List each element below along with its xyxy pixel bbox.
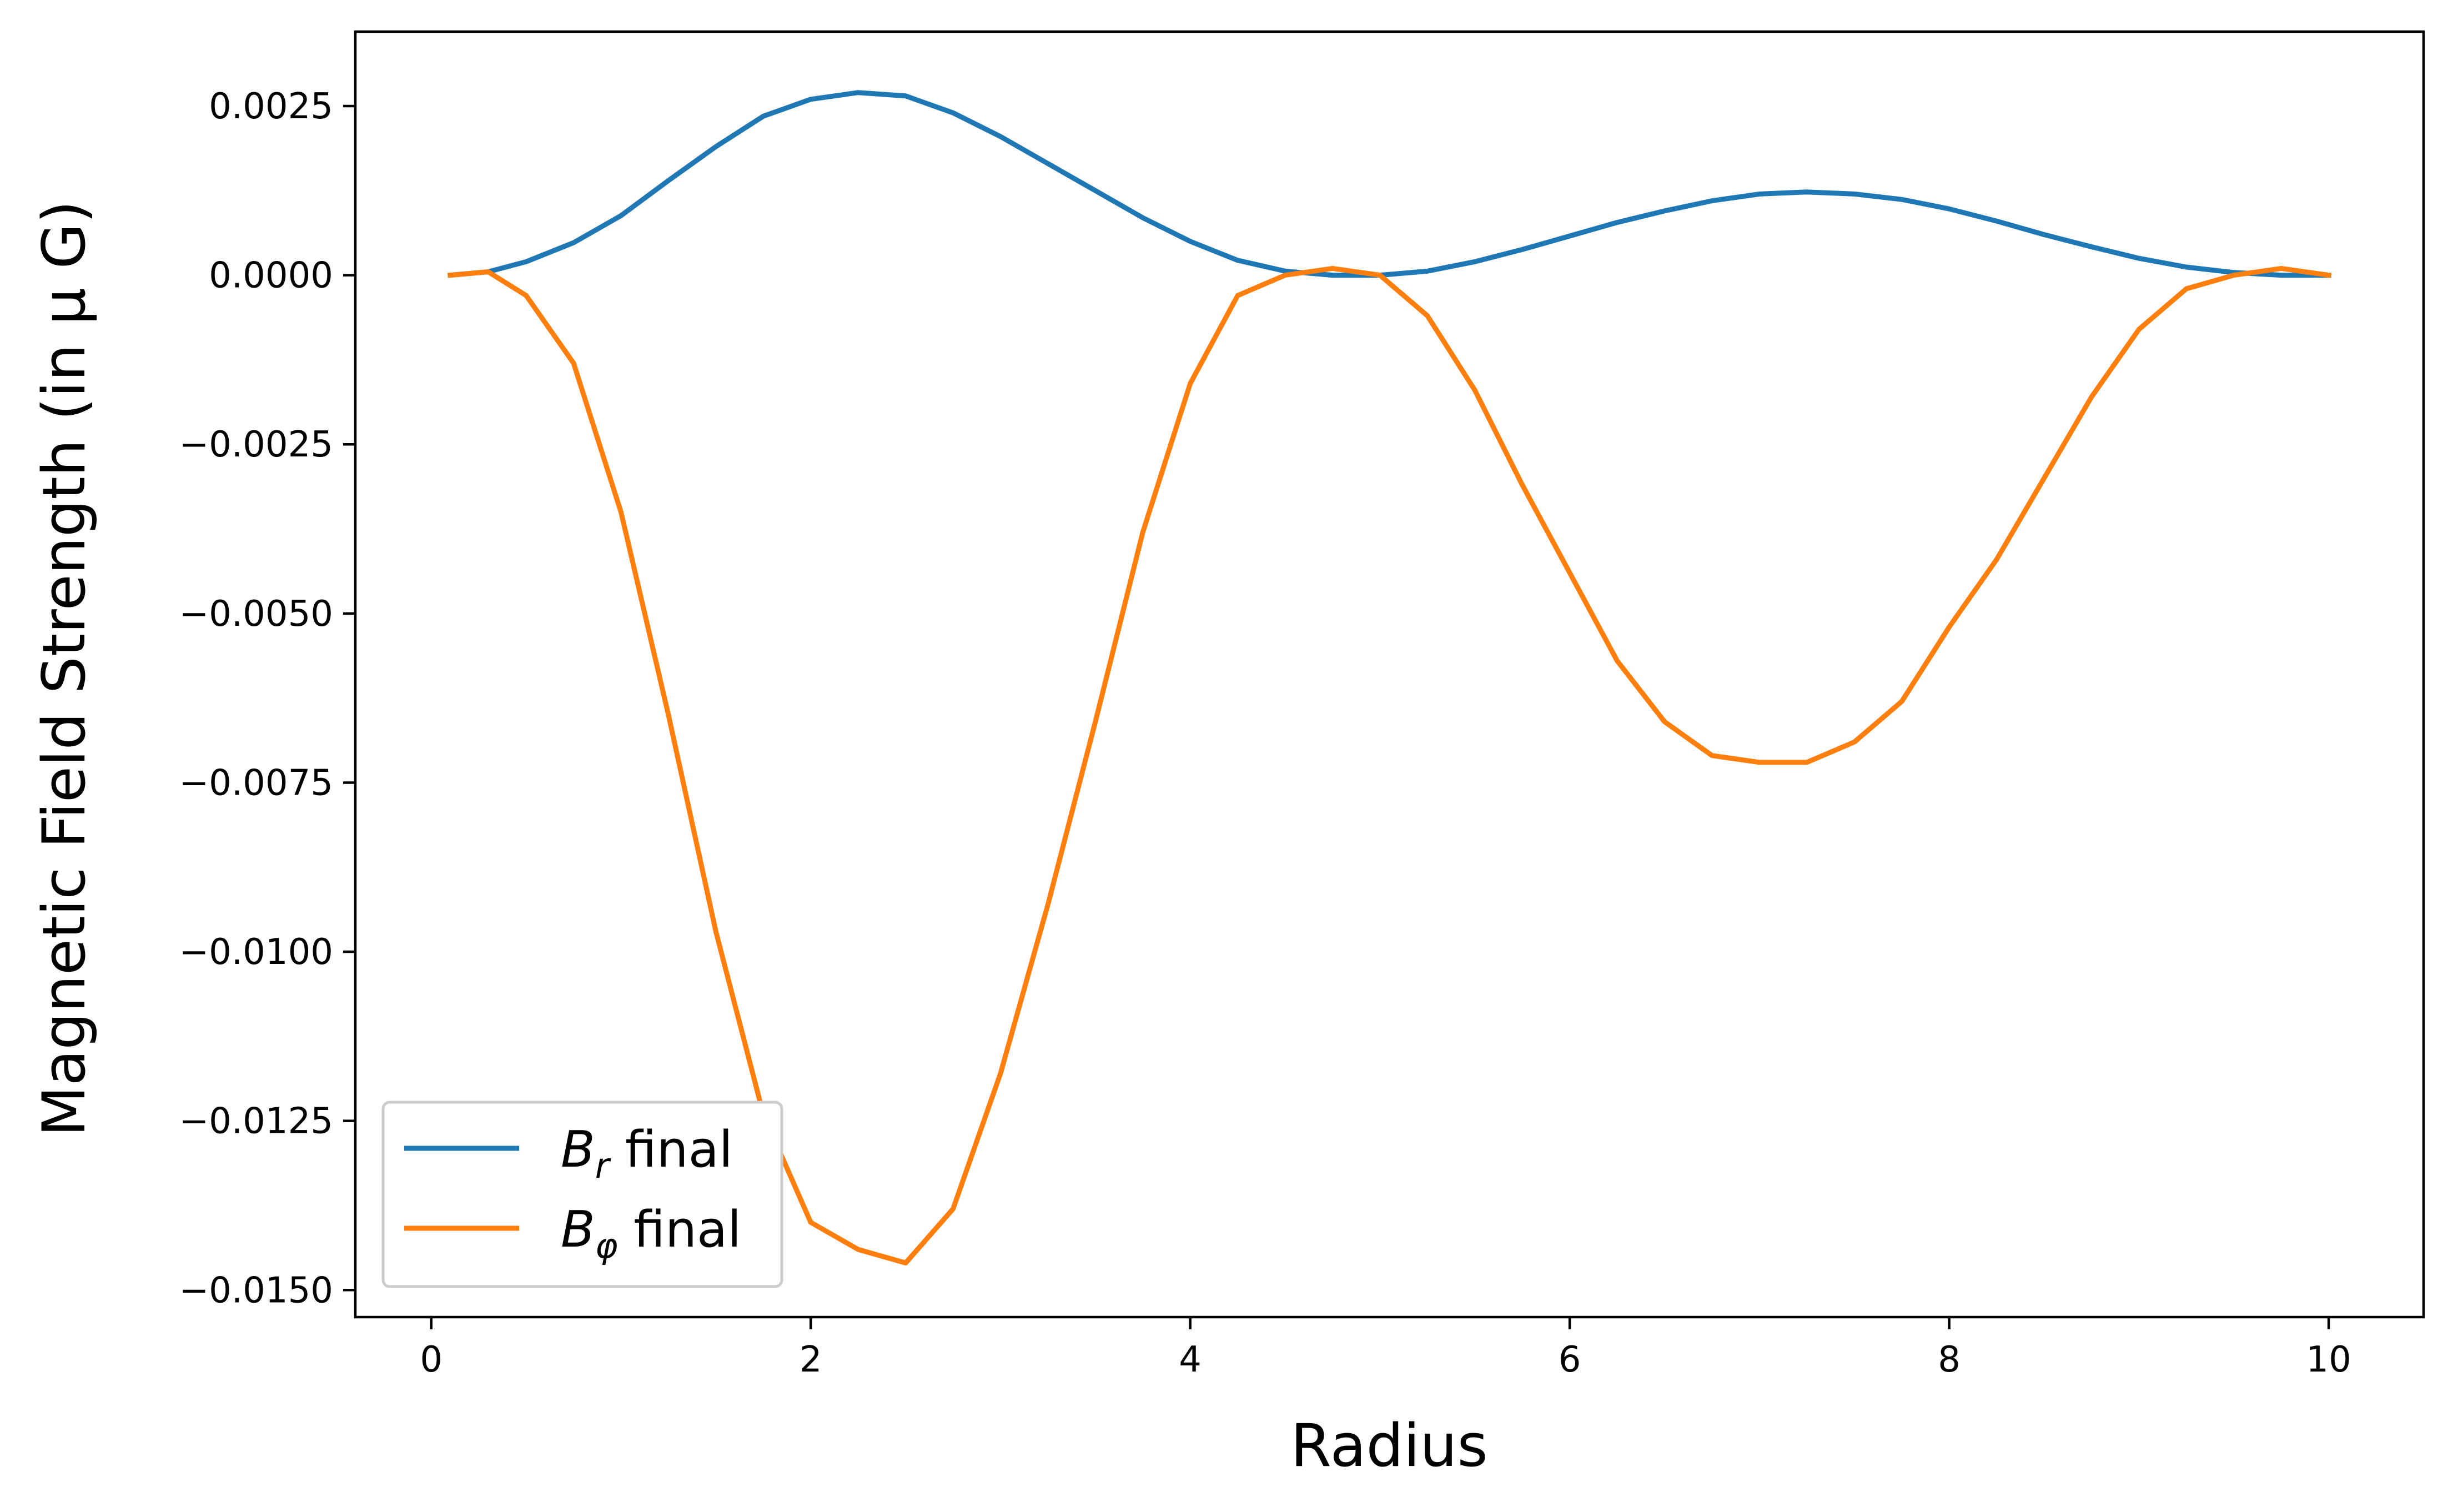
x-tick-label-4: 4 — [1179, 1339, 1202, 1380]
legend-subscript-bphi: φ — [595, 1225, 618, 1266]
y-tick-label-3: −0.0050 — [179, 594, 333, 635]
x-tick-label-6: 6 — [1559, 1339, 1581, 1380]
legend-symbol-bphi: B — [561, 1200, 595, 1259]
series-line-bphi — [448, 265, 2332, 1265]
y-tick-label-6: −0.0125 — [179, 1101, 333, 1142]
y-tick-label-5: −0.0100 — [179, 932, 333, 973]
y-tick-label-2: −0.0025 — [179, 424, 333, 465]
x-tick-label-10: 10 — [2306, 1339, 2351, 1380]
y-tick-label-1: 0.0000 — [209, 255, 333, 297]
y-tick-label-7: −0.0150 — [179, 1270, 333, 1311]
x-tick-label-8: 8 — [1938, 1339, 1961, 1380]
x-tick-label-2: 2 — [800, 1339, 822, 1380]
y-tick-label-4: −0.0075 — [179, 762, 333, 803]
legend-label-bphi: Bφ final — [561, 1200, 741, 1266]
y-tick-label-0: 0.0025 — [209, 86, 333, 127]
legend-suffix-br: final — [609, 1121, 733, 1179]
plot-frame — [354, 30, 2425, 1319]
x-axis-label: Radius — [1290, 1411, 1487, 1480]
y-axis-label: Magnetic Field Strength (in μ G) — [30, 200, 98, 1137]
legend: Br final Bφ final — [381, 1101, 783, 1288]
x-tick-label-0: 0 — [420, 1339, 443, 1380]
legend-subscript-br: r — [595, 1146, 611, 1186]
legend-suffix-bphi: final — [618, 1200, 742, 1259]
legend-label-br: Br final — [561, 1121, 733, 1186]
legend-symbol-br: B — [561, 1121, 595, 1179]
